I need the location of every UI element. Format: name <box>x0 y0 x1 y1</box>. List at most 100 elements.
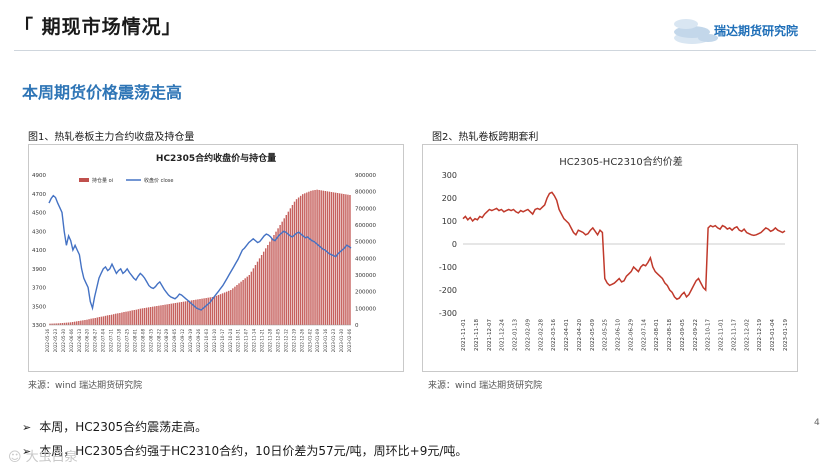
chart1-oi-bar <box>166 304 168 325</box>
chart2-x-tick: 2022-11-01 <box>719 319 725 351</box>
chart1-oi-bar <box>205 298 207 325</box>
chart1-oi-bar <box>281 221 283 325</box>
chart1-oi-bar <box>96 317 98 325</box>
chart1-oi-bar <box>59 323 62 325</box>
chart1-x-tick: 2023-01-02 <box>307 329 312 353</box>
chart1-x-tick: 2022-12-19 <box>291 329 296 353</box>
chart1-oi-bar <box>57 323 59 325</box>
chart1-oi-bar <box>225 291 228 325</box>
chart1-bg <box>29 145 403 371</box>
chart1-x-tick: 2022-08-01 <box>132 329 137 353</box>
chart1-oi-bar <box>314 190 316 325</box>
chart1-oi-bar <box>285 215 288 325</box>
chart1-yright-tick: 0 <box>355 323 359 329</box>
chart2-y-tick: -100 <box>439 263 457 272</box>
chart1-oi-bar <box>115 313 117 325</box>
chart1-oi-bar <box>238 283 240 325</box>
chart2-x-tick: 2022-10-17 <box>706 319 712 351</box>
chart1-oi-bar <box>86 319 88 325</box>
chart1-oi-bar <box>55 323 57 325</box>
bullet-text: 本周，HC2305合约震荡走高。 <box>39 420 208 434</box>
chart1-x-tick: 2023-02-06 <box>347 329 352 353</box>
chart1-x-tick: 2023-01-16 <box>323 329 328 353</box>
chart1-oi-bar <box>84 320 86 325</box>
chart1-oi-bar <box>112 314 115 325</box>
brand-name: 瑞达期货研究院 <box>714 24 799 38</box>
chart1-oi-bar <box>193 300 195 325</box>
chart1-oi-bar <box>262 251 265 325</box>
chart1-x-tick: 2022-08-15 <box>148 329 153 353</box>
chart2-svg: HC2305-HC2310合约价差 -300 -200 -100 0 100 200 300 2… <box>423 145 797 371</box>
chart1-oi-bar <box>65 322 68 325</box>
chart2-bg <box>423 145 797 371</box>
chart2-x-tick: 2022-11-17 <box>731 319 737 351</box>
chart2-container: HC2305-HC2310合约价差 -300 -200 -100 0 100 200 300 2… <box>422 144 798 372</box>
chart1-oi-bar <box>207 297 209 325</box>
chart1-oi-bar <box>49 323 51 325</box>
chart2-x-tick: 2022-02-28 <box>538 319 544 351</box>
chart1-yleft-tick: 3300 <box>32 323 46 329</box>
bullet-arrow-icon: ➢ <box>22 421 32 434</box>
chart1-x-tick: 2022-11-28 <box>268 329 273 353</box>
chart2-x-tick: 2022-01-13 <box>513 319 519 351</box>
chart1-oi-bar <box>129 310 131 325</box>
chart1-x-tick: 2022-08-29 <box>164 329 169 353</box>
chart1-oi-bar <box>209 297 211 325</box>
chart1-oi-bar <box>316 189 318 325</box>
watermark: ☺ 大虫白泉 <box>8 450 78 465</box>
chart1-oi-bar <box>230 290 232 325</box>
chart2-x-tick: 2022-09-22 <box>693 319 699 351</box>
chart1-oi-bar <box>310 190 312 325</box>
chart2-title: HC2305-HC2310合约价差 <box>559 155 683 168</box>
chart2-x-tick: 2022-06-10 <box>616 319 622 351</box>
chart1-oi-bar <box>123 312 125 325</box>
chart1-x-tick: 2022-12-12 <box>283 329 288 353</box>
chart1-oi-bar <box>168 304 170 325</box>
chart1-oi-bar <box>178 302 181 325</box>
chart1-container: HC2305合约收盘价与持仓量 持仓量 oi 收盘价 close 3300 3500 37… <box>28 144 404 372</box>
chart1-x-tick: 2022-07-18 <box>117 329 122 353</box>
chart2-y-tick: 200 <box>442 194 457 203</box>
chart1-oi-bar <box>211 297 214 325</box>
chart1-oi-bar <box>336 193 339 325</box>
chart1-oi-bar <box>117 313 119 325</box>
chart1-oi-bar <box>293 201 296 325</box>
chart2-x-tick: 2022-06-29 <box>628 319 634 351</box>
chart1-x-tick: 2023-01-30 <box>339 329 344 353</box>
chart1-oi-bar <box>92 318 94 325</box>
chart1-x-tick: 2022-10-31 <box>236 329 241 353</box>
chart1-oi-bar <box>135 309 138 325</box>
figure2-source: 来源：wind 瑞达期货研究院 <box>428 381 543 391</box>
chart2-x-tick: 2022-04-01 <box>564 319 570 351</box>
chart1-oi-bar <box>67 322 70 325</box>
chart1-oi-bar <box>203 298 205 325</box>
chart1-x-tick: 2022-10-03 <box>204 329 209 353</box>
chart1-oi-bar <box>127 311 129 325</box>
chart2-x-tick: 2022-04-20 <box>577 319 583 351</box>
chart1-x-tick: 2022-10-17 <box>220 329 225 353</box>
chart2-x-tick: 2022-12-02 <box>744 319 750 351</box>
chart1-x-tick: 2022-12-26 <box>299 329 304 353</box>
chart1-oi-bar <box>295 199 298 325</box>
chart1-oi-bar <box>176 302 179 325</box>
chart1-yright-tick: 800000 <box>355 190 376 196</box>
chart2-x-tick: 2021-11-01 <box>461 319 467 351</box>
chart1-yleft-tick: 4300 <box>32 229 46 235</box>
chart1-oi-bar <box>242 280 244 325</box>
chart1-oi-bar <box>172 303 175 325</box>
chart1-oi-bar <box>147 307 150 325</box>
chart1-oi-bar <box>275 231 277 325</box>
figure1-caption: 图1、热轧卷板主力合约收盘及持仓量 <box>28 132 195 143</box>
chart1-x-tick: 2022-09-26 <box>196 329 201 353</box>
chart1-x-tick: 2022-07-11 <box>109 329 114 353</box>
chart1-x-tick: 2022-11-21 <box>260 329 265 353</box>
chart1-oi-bar <box>328 191 331 325</box>
chart1-oi-bar <box>240 281 242 325</box>
chart2-x-tick: 2021-12-07 <box>487 319 493 351</box>
chart1-oi-bar <box>308 191 310 325</box>
chart1-oi-bar <box>271 238 273 325</box>
chart1-oi-bar <box>152 306 154 325</box>
bullet-item: ➢ 本周，HC2305合约震荡走高。 <box>22 418 207 435</box>
chart1-yright-tick: 500000 <box>355 240 376 246</box>
chart1-oi-bar <box>76 321 78 325</box>
